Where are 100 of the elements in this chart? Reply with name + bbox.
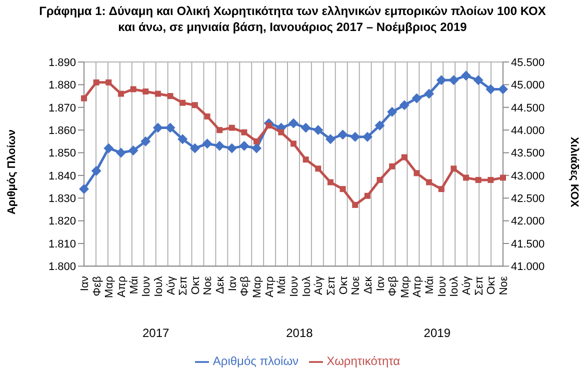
x-tick-label: Απρ [116, 276, 128, 298]
y-axis-title: Αριθμός Πλοίων [6, 129, 18, 215]
x-tick-label: Ιαν [374, 276, 387, 292]
point [192, 102, 198, 108]
y2-axis-title: Χιλιάδες ΚΟΧ [568, 136, 580, 208]
point [204, 113, 210, 120]
point [152, 122, 163, 133]
x-tick-label: Μαρ [252, 276, 264, 298]
point [448, 75, 459, 86]
point [128, 145, 138, 156]
x-tick-label: Ιαν [79, 276, 91, 292]
point [461, 70, 472, 81]
point [142, 88, 149, 94]
y2-tick-label: 41.500 [511, 238, 545, 250]
x-tick-label: Νοε [498, 276, 510, 296]
point [389, 163, 396, 170]
x-tick-label: Σεπ [178, 276, 190, 296]
point [300, 122, 311, 133]
y-tick-label: 1.830 [48, 193, 76, 206]
point [327, 179, 334, 186]
x-tick-label: Ιουλ [300, 276, 313, 297]
point [154, 90, 161, 97]
x-tick-label: Φεβ [387, 276, 400, 296]
point [288, 118, 298, 128]
point [473, 75, 484, 86]
point [118, 90, 124, 97]
point [401, 154, 408, 160]
x-tick-label: Αύγ [461, 276, 474, 296]
point [104, 143, 114, 154]
x-tick-label: Μαρ [104, 276, 116, 298]
point [254, 138, 260, 144]
point [241, 129, 248, 136]
y-tick-label: 1.860 [48, 124, 76, 137]
point [252, 143, 262, 154]
y-tick-label: 1.870 [48, 102, 76, 114]
x-tick-label: Απρ [264, 276, 276, 298]
x-tick-label: Σεπ [325, 276, 338, 296]
y-tick-label: 1.800 [48, 261, 76, 274]
legend-label: Χωρητικότητα [326, 354, 400, 368]
point [226, 143, 237, 154]
point [325, 134, 336, 144]
y-tick-label: 1.850 [48, 148, 76, 160]
y2-tick-label: 43.500 [511, 148, 545, 160]
point [302, 156, 309, 163]
point [202, 138, 212, 149]
point [228, 124, 235, 131]
point [500, 174, 506, 181]
y2-tick-label: 45.000 [511, 80, 545, 92]
point [414, 170, 420, 176]
point [239, 140, 250, 151]
point [315, 166, 322, 172]
point [376, 176, 383, 183]
point [340, 186, 346, 192]
point [81, 95, 87, 102]
x-tick-label: Φεβ [91, 276, 104, 296]
point [475, 176, 482, 183]
x-tick-label: Μάι [128, 276, 140, 294]
point [426, 179, 432, 186]
y-tick-label: 1.890 [48, 56, 76, 69]
point [167, 93, 174, 100]
point [450, 166, 457, 172]
point [130, 86, 136, 92]
y-tick-label: 1.840 [48, 170, 76, 182]
point [106, 79, 112, 86]
x-tick-label: Μάι [424, 276, 436, 294]
y2-tick-label: 42.500 [511, 193, 545, 206]
point [278, 129, 284, 136]
point [79, 184, 89, 194]
x-tick-label: Δεκ [214, 276, 227, 294]
point [350, 132, 360, 142]
point [190, 143, 200, 154]
point [486, 84, 496, 94]
x-tick-label: Οκτ [190, 276, 202, 295]
y-tick-label: 1.880 [48, 80, 76, 92]
point [387, 106, 398, 117]
point [290, 140, 296, 147]
x-tick-label: Μαρ [399, 276, 412, 298]
point [498, 84, 508, 94]
text: 2017 [141, 326, 170, 340]
point [374, 120, 385, 131]
point [178, 134, 188, 144]
point [313, 125, 324, 136]
point [140, 136, 151, 146]
point [436, 75, 446, 86]
x-tick-label: Νοε [350, 276, 362, 296]
point [93, 79, 100, 86]
point [352, 202, 358, 208]
x-tick-label: Ιουλ [448, 276, 461, 297]
point [424, 88, 434, 99]
point [488, 176, 494, 183]
point [214, 140, 225, 151]
x-tick-label: Οκτ [338, 276, 350, 295]
y2-tick-label: 44.500 [511, 102, 545, 114]
point [364, 192, 370, 199]
y2-tick-label: 41.000 [511, 261, 545, 274]
point [180, 100, 186, 106]
x-tick-label: Οκτ [486, 276, 498, 295]
x-tick-label: Ιουν [288, 276, 300, 297]
point [438, 186, 444, 192]
text: 2018 [285, 326, 314, 340]
